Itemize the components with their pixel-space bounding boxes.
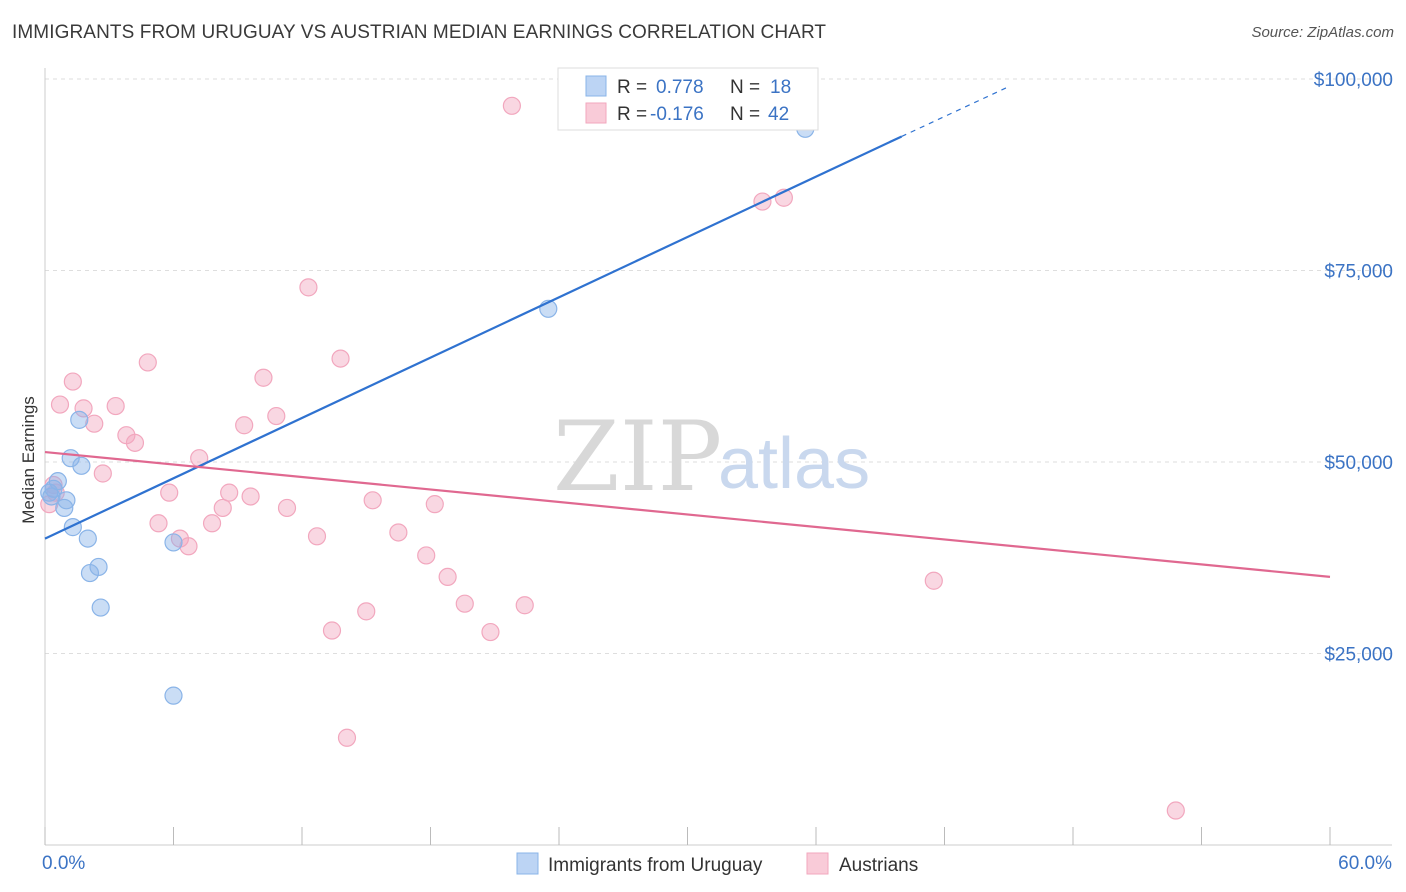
point-austrians-11 [138,353,157,372]
point-austrians-39 [515,596,534,615]
series-austrians-points [40,96,1185,820]
y-tick-label-2: $75,000 [1324,262,1393,283]
point-austrians-12 [149,514,168,533]
trend-line-austrians [44,450,1331,578]
point-austrians-43 [1166,801,1185,820]
point-austrians-34 [425,495,444,514]
legend-n-value-0: 18 [770,77,791,98]
legend-n-label-0: N = [730,77,760,98]
series-legend: Immigrants from Uruguay Austrians [516,852,918,876]
y-tick-label-1: $50,000 [1324,453,1393,474]
point-uruguay-13 [91,598,110,617]
point-uruguay-5 [57,491,76,510]
point-austrians-7 [93,464,112,483]
source-label: Source: ZipAtlas.com [1251,24,1394,41]
trend-line-uruguay [44,135,903,540]
point-austrians-15 [179,537,198,556]
y-axis-title: Median Earnings [19,396,38,524]
bottom-legend-swatch-austrians [806,852,829,875]
point-austrians-17 [202,514,222,533]
point-austrians-37 [481,622,500,642]
legend-n-label-1: N = [730,104,760,125]
axes [44,68,1392,846]
point-austrians-31 [363,491,382,510]
point-uruguay-14 [164,533,183,552]
y-tick-label-0: $25,000 [1324,645,1393,666]
trend-lines [44,86,1331,578]
point-austrians-24 [277,498,297,518]
point-austrians-4 [63,372,82,391]
point-uruguay-9 [72,456,91,475]
bottom-legend-swatch-uruguay [516,852,539,875]
point-austrians-25 [299,278,318,297]
point-uruguay-15 [164,686,183,705]
point-uruguay-12 [89,557,108,577]
chart-title: IMMIGRANTS FROM URUGUAY VS AUSTRIAN MEDI… [12,22,827,43]
watermark: ZIP atlas [553,401,870,513]
legend-r-label-0: R = [617,77,647,98]
point-austrians-3 [50,395,70,414]
point-austrians-28 [331,349,350,368]
x-tick-label-min: 0.0% [42,853,85,874]
y-tick-labels: $25,000 $50,000 $75,000 $100,000 [1314,70,1393,666]
point-austrians-42 [924,571,943,590]
x-tick-label-max: 60.0% [1338,853,1392,874]
point-austrians-38 [502,96,521,115]
bottom-legend-label-austrians: Austrians [839,855,918,876]
point-uruguay-3 [48,472,67,491]
point-austrians-8 [106,396,125,416]
point-austrians-30 [357,602,376,621]
point-austrians-32 [389,523,408,542]
point-austrians-36 [455,594,474,613]
legend-n-value-1: 42 [768,104,789,125]
bottom-legend-label-uruguay: Immigrants from Uruguay [548,855,763,876]
point-austrians-35 [438,567,457,587]
point-austrians-18 [213,498,232,518]
legend-swatch-austrians [585,102,607,124]
point-austrians-19 [220,483,239,502]
watermark-zip: ZIP [553,401,722,513]
point-austrians-20 [235,416,254,435]
trend-line-uruguay-extension [901,86,1010,137]
stats-legend: R = 0.778 N = 18 R = -0.176 N = 42 [557,67,819,131]
point-austrians-29 [337,728,357,747]
point-austrians-22 [254,368,273,387]
watermark-atlas: atlas [718,424,870,504]
legend-r-value-0: 0.778 [656,77,704,98]
point-austrians-21 [241,487,260,506]
point-uruguay-8 [70,410,89,429]
point-uruguay-10 [78,529,97,548]
point-austrians-6 [85,414,104,433]
point-austrians-26 [307,527,327,546]
legend-r-label-1: R = [617,104,647,125]
point-austrians-33 [417,546,436,565]
legend-swatch-uruguay [585,75,607,97]
grid-lines [45,78,1392,654]
point-austrians-27 [322,621,342,640]
point-austrians-23 [267,406,286,426]
y-tick-label-3: $100,000 [1314,70,1393,91]
point-austrians-13 [160,483,179,502]
point-austrians-10 [125,433,145,452]
legend-r-value-1: -0.176 [650,104,704,125]
point-austrians-5 [74,399,93,418]
